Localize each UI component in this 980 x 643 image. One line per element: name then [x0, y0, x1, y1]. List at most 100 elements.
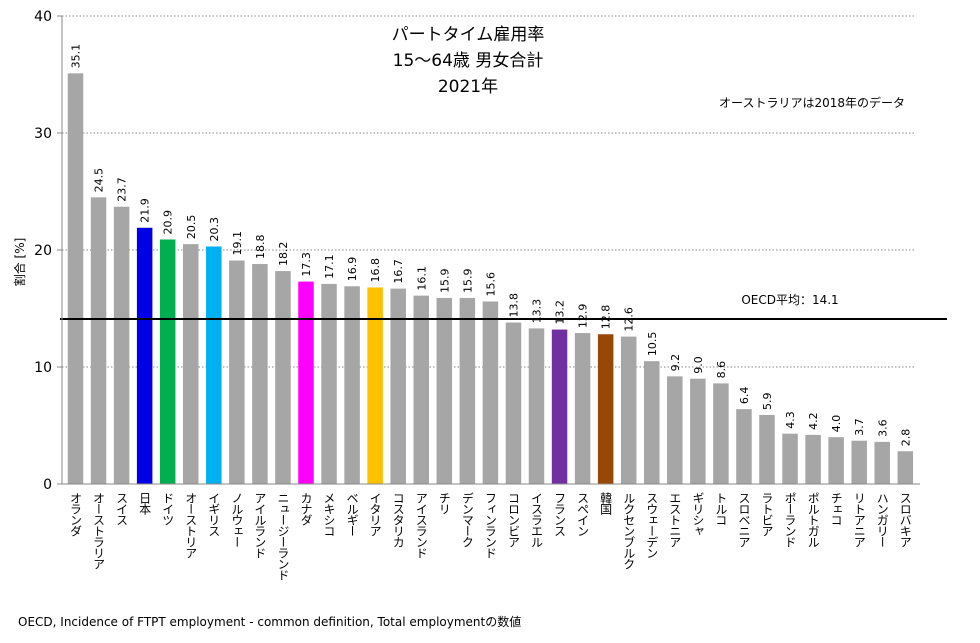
x-tick-label: カナダ [299, 492, 313, 526]
x-tick-label: イタリア [368, 492, 382, 537]
data-label: 15.9 [461, 268, 474, 293]
data-label: 18.2 [277, 242, 290, 267]
gridlines [62, 15, 915, 368]
data-label: 2.8 [899, 429, 912, 447]
data-label: 9.0 [692, 356, 705, 374]
y-axis-label: 割合 [%] [12, 238, 27, 287]
bar-エストニア [667, 376, 683, 484]
x-tick-label: イギリス [207, 492, 221, 537]
bar-アイスランド [413, 295, 429, 484]
y-tick-label: 10 [34, 360, 52, 376]
data-label: 4.3 [784, 411, 797, 429]
data-label: 35.1 [70, 44, 83, 69]
x-tick-label: フランス [553, 492, 567, 537]
bar-チリ [436, 297, 453, 484]
oecd-average-label: OECD平均：14.1 [741, 293, 838, 307]
data-label: 3.6 [876, 419, 889, 437]
bar-ギリシャ [690, 378, 706, 484]
data-label: 15.9 [438, 268, 451, 293]
bar-オーストラリア [90, 197, 107, 484]
x-tick-label: オーストリア [184, 492, 198, 559]
x-tick-label: ニュージーランド [276, 492, 290, 580]
x-tick-label: コロンビア [506, 492, 520, 548]
bar-ポルトガル [805, 434, 821, 484]
x-tick-label: ベルギー [345, 492, 359, 536]
bar-ニュージーランド [275, 271, 291, 484]
x-tick-label: チリ [437, 492, 451, 514]
bar-フィンランド [482, 301, 499, 484]
bar-スウェーデン [644, 361, 660, 484]
data-label: 19.1 [231, 231, 244, 256]
data-label: 24.5 [93, 168, 106, 193]
y-tick-label: 30 [34, 126, 52, 142]
x-tick-label: ギリシャ [691, 492, 705, 536]
data-label: 17.3 [300, 252, 313, 277]
x-tick-label: スイス [115, 492, 129, 526]
x-tick-label: ポーランド [783, 492, 797, 547]
data-label: 13.2 [554, 300, 567, 325]
bar-コロンビア [505, 322, 522, 484]
x-tick-label: ハンガリー [875, 492, 889, 547]
chart-title-line-3: 2021年 [438, 77, 498, 97]
x-tick-label: チェコ [829, 492, 843, 525]
data-label: 13.3 [531, 299, 544, 324]
source-note: OECD, Incidence of FTPT employment - com… [18, 614, 521, 629]
bar-スロバキア [897, 451, 914, 484]
x-tick-label: イスラエル [530, 492, 544, 547]
data-label: 4.2 [807, 412, 820, 430]
x-tick-label: スペイン [576, 492, 590, 536]
x-tick-label: スロベニア [737, 492, 751, 548]
bar-オランダ [67, 73, 84, 484]
x-tick-label: ラトビア [760, 492, 774, 537]
data-label: 20.9 [162, 210, 175, 235]
data-label: 17.1 [323, 254, 336, 279]
x-tick-label: スロバキア [898, 492, 912, 548]
x-tick-label: リトアニア [852, 492, 866, 548]
bar-イスラエル [528, 328, 545, 484]
x-tick-label: トルコ [714, 492, 728, 525]
y-tick-label: 40 [34, 9, 52, 25]
data-label: 20.3 [208, 217, 221, 242]
x-tick-label: ドイツ [161, 492, 175, 525]
data-label: 5.9 [761, 392, 774, 410]
data-label: 3.7 [853, 418, 866, 436]
bar-ノルウェー [229, 260, 245, 484]
data-label: 6.4 [738, 387, 751, 405]
x-tick-label: ノルウェー [230, 492, 244, 547]
chart-title-line-1: パートタイム雇用率 [392, 25, 545, 45]
x-tick-label: フィンランド [483, 492, 497, 558]
x-tick-label: スウェーデン [645, 492, 659, 558]
bar-スイス [113, 206, 130, 484]
chart-title-line-2: 15～64歳 男女合計 [393, 51, 544, 71]
x-tick-label: 韓国 [599, 492, 613, 515]
bar-デンマーク [459, 297, 476, 484]
x-tick-label: アイスランド [414, 492, 428, 558]
data-label: 16.9 [346, 257, 359, 282]
x-tick-label: アイルランド [253, 492, 267, 558]
x-tick-label: ポルトガル [806, 492, 820, 547]
x-tick-label: コスタリカ [391, 492, 405, 548]
x-tick-label: デンマーク [460, 492, 474, 548]
bar-ラトビア [759, 414, 775, 484]
data-label: 13.8 [507, 293, 520, 318]
bar-リトアニア [851, 440, 867, 484]
bar-ベルギー [344, 286, 360, 484]
data-label: 12.8 [600, 305, 613, 330]
y-tick-labels: 0 10 20 30 40 [34, 9, 62, 493]
y-tick-label: 20 [34, 243, 52, 259]
bar-ポーランド [782, 433, 798, 484]
data-label: 23.7 [116, 177, 129, 202]
data-label: 10.5 [646, 332, 659, 357]
bars: 35.1 オランダ 24.5 オーストラリア 23.7 スイス 21.9 日本 20.9 ドイツ 2… [67, 44, 914, 580]
x-tick-label: メキシコ [322, 492, 336, 536]
bar-イギリス [206, 246, 222, 484]
bar-日本 [136, 227, 153, 484]
bar-ハンガリー [874, 441, 890, 484]
bar-フランス [551, 329, 568, 484]
data-label: 16.1 [415, 266, 428, 291]
data-label: 12.9 [577, 304, 590, 329]
x-tick-label: 日本 [138, 492, 152, 516]
data-label: 9.2 [669, 354, 682, 372]
data-label: 20.5 [185, 215, 198, 240]
